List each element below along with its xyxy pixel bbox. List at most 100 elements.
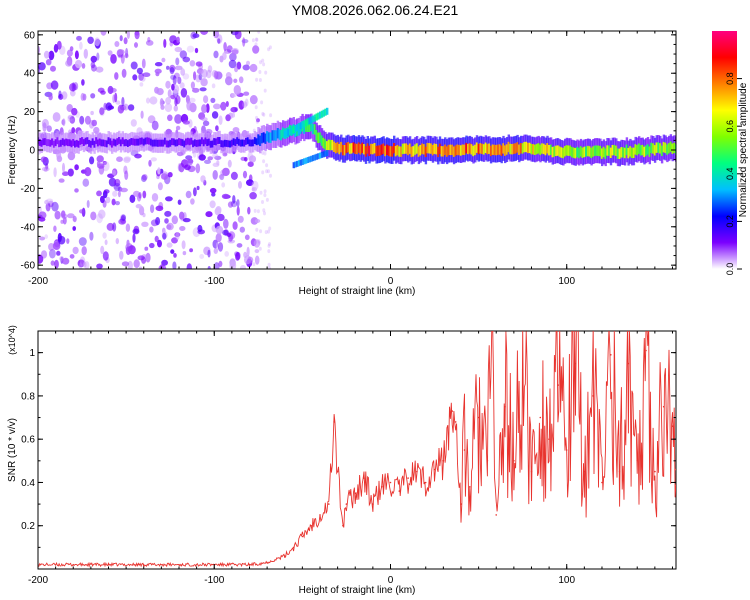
spectrogram-cell	[38, 217, 46, 222]
spectrogram-cell	[311, 123, 315, 135]
spectrogram-cell	[59, 139, 63, 147]
spectrogram-cell	[320, 110, 324, 118]
spectrogram-cell	[324, 139, 327, 150]
spectrogram-cell	[484, 142, 488, 153]
colorbar-tick-label: 0.0	[725, 263, 735, 276]
spectrogram-cell	[444, 144, 447, 155]
spectrogram-cell	[211, 192, 216, 197]
spectrogram-cell	[470, 144, 473, 155]
spectrogram-cell	[518, 144, 521, 155]
spectrogram-cell	[544, 144, 547, 156]
spectrogram-cell	[150, 157, 157, 162]
spectrogram-cell	[174, 139, 177, 147]
spectrogram-cell	[306, 118, 310, 126]
spectrogram-cell	[116, 156, 123, 162]
spectrogram-cell	[489, 145, 493, 157]
spectrogram-cell	[78, 237, 87, 246]
snr-point	[328, 503, 330, 505]
spectrogram-cell	[79, 209, 85, 214]
spectrogram-cell	[179, 211, 185, 220]
spectrogram-cell	[267, 243, 271, 248]
spectrogram-cell	[44, 234, 48, 239]
spectrogram-cell	[128, 139, 131, 146]
spectrogram-cell	[140, 75, 146, 82]
spectrogram-cell	[169, 139, 172, 147]
spectrogram-cell	[71, 127, 76, 134]
spectrogram-cell	[206, 139, 209, 146]
bottom-y-multiplier: (x10^4)	[7, 325, 17, 355]
spectrogram-cell	[322, 137, 325, 149]
spectrogram-cell	[123, 156, 131, 162]
spectrogram-cell	[319, 152, 322, 159]
snr-point	[530, 470, 533, 473]
spectrogram-cell	[62, 216, 67, 225]
spectrogram-cell	[308, 117, 311, 125]
spectrogram-cell	[96, 161, 101, 166]
spectrogram-cell	[263, 88, 267, 93]
spectrogram-cell	[521, 143, 525, 154]
spectrogram-cell	[72, 217, 77, 222]
spectrogram-cell	[606, 145, 609, 156]
spectrogram-cell	[378, 145, 382, 156]
spectrogram-cell	[265, 163, 269, 168]
spectrogram-cell	[495, 144, 498, 156]
spectrogram-cell	[190, 81, 195, 90]
snr-point	[610, 354, 612, 356]
spectrogram-cell	[75, 139, 79, 147]
spectrogram-cell	[205, 211, 213, 218]
spectrogram-cell	[576, 146, 579, 158]
spectrogram-cell	[49, 139, 52, 147]
spectrogram-cell	[564, 146, 567, 157]
spectrogram-cell	[292, 126, 295, 133]
spectrogram-cell	[240, 265, 246, 269]
spectrogram-cell	[247, 206, 251, 215]
spectrogram-cell	[225, 76, 233, 86]
spectrogram-cell	[117, 190, 121, 198]
spectrogram-cell	[562, 147, 565, 159]
spectrogram-cell	[177, 76, 182, 85]
spectrogram-cell	[230, 139, 234, 147]
spectrogram-cell	[338, 143, 341, 155]
spectrogram-cell	[74, 188, 79, 193]
spectrogram-cell	[154, 235, 159, 243]
spectrogram-cell	[89, 140, 93, 148]
spectrogram-cell	[230, 200, 238, 208]
spectrogram-cell	[486, 143, 489, 155]
spectrogram-cell	[133, 138, 137, 146]
spectrogram-cell	[479, 143, 482, 154]
spectrogram-cell	[167, 114, 173, 122]
spectrogram-cell	[297, 123, 301, 131]
snr-point	[662, 405, 665, 408]
spectrogram-cell	[200, 137, 204, 145]
spectrogram-cell	[113, 182, 121, 192]
spectrogram-cell	[130, 119, 137, 127]
spectrogram-cell	[297, 125, 301, 136]
spectrogram-cell	[213, 103, 221, 110]
spectrogram-cell	[516, 142, 519, 153]
spectrogram-cell	[255, 227, 259, 232]
spectrogram-cell	[315, 130, 318, 141]
spectrogram-cell	[292, 162, 295, 169]
spectrogram-cell	[114, 139, 117, 147]
spectrogram-cell	[251, 187, 255, 192]
spectrogram-cell	[120, 53, 125, 64]
spectrogram-cell	[643, 146, 646, 158]
spectrogram-cell	[482, 144, 486, 155]
spectrogram-cell	[91, 64, 97, 72]
bottom-y-axis-label: SNR (10 * v/v)	[7, 418, 18, 482]
spectrogram-cell	[258, 246, 262, 251]
spectrogram-cell	[438, 143, 442, 155]
snr-point	[310, 524, 313, 527]
spectrogram-cell	[176, 151, 184, 157]
spectrogram-cell	[121, 214, 126, 221]
spectrogram-cell	[141, 174, 147, 183]
spectrogram-cell	[42, 138, 45, 146]
spectrogram-cell	[103, 189, 110, 194]
spectrogram-cell	[125, 139, 128, 146]
spectrogram-cell	[262, 208, 266, 213]
spectrogram-cell	[297, 160, 301, 167]
spectrogram-cell	[250, 139, 253, 147]
spectrogram-cell	[442, 146, 445, 157]
snr-point	[636, 460, 638, 462]
spectrogram-cell	[63, 139, 66, 147]
